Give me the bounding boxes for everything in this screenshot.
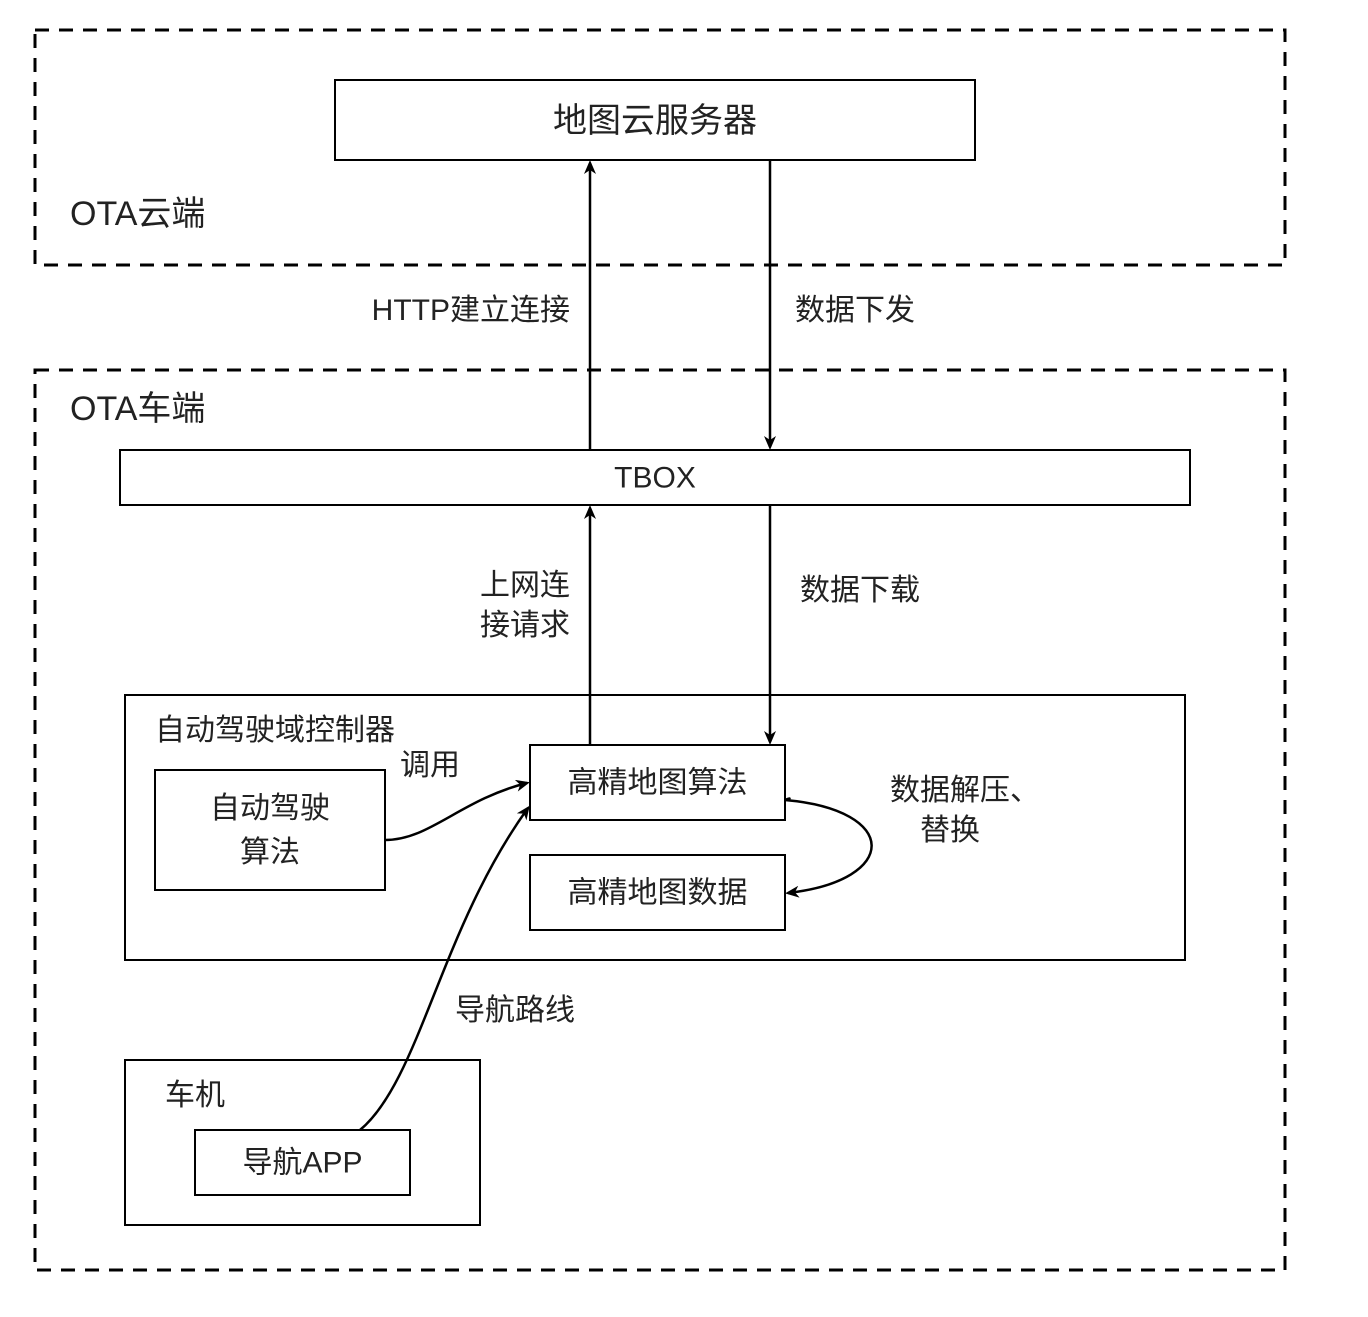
node-nav-app-label: 导航APP xyxy=(242,1147,362,1180)
diagram-canvas: OTA云端 OTA车端 地图云服务器 TBOX 自动驾驶域控制器 自动驾驶 算法… xyxy=(0,0,1368,1317)
edge-label-invoke: 调用 xyxy=(400,749,460,782)
group-ad-controller-label: 自动驾驶域控制器 xyxy=(155,714,395,747)
node-tbox-label: TBOX xyxy=(614,462,696,495)
edge-label-decomp1: 数据解压、 xyxy=(890,774,1040,807)
node-map-server-label: 地图云服务器 xyxy=(553,102,757,140)
group-ivi-label: 车机 xyxy=(165,1079,225,1112)
node-ad-algo-label2: 算法 xyxy=(240,836,300,869)
edge-label-datadown: 数据下发 xyxy=(795,294,915,327)
node-ad-algo-label1: 自动驾驶 xyxy=(210,792,330,825)
node-hd-data-label: 高精地图数据 xyxy=(568,877,748,910)
node-ad-algo xyxy=(155,770,385,890)
edge-label-datadl: 数据下载 xyxy=(800,574,920,607)
edge-hdalgo-loop-tail xyxy=(785,799,790,801)
edge-label-netreq1: 上网连 xyxy=(480,569,570,602)
edge-label-navroute: 导航路线 xyxy=(455,994,575,1027)
edge-label-decomp2: 替换 xyxy=(920,814,980,847)
group-ota-vehicle-label: OTA车端 xyxy=(70,390,205,428)
node-hd-algo-label: 高精地图算法 xyxy=(568,767,748,800)
edge-label-http: HTTP建立连接 xyxy=(372,294,570,327)
edge-label-netreq2: 接请求 xyxy=(480,609,570,642)
group-ota-cloud-label: OTA云端 xyxy=(70,195,205,233)
